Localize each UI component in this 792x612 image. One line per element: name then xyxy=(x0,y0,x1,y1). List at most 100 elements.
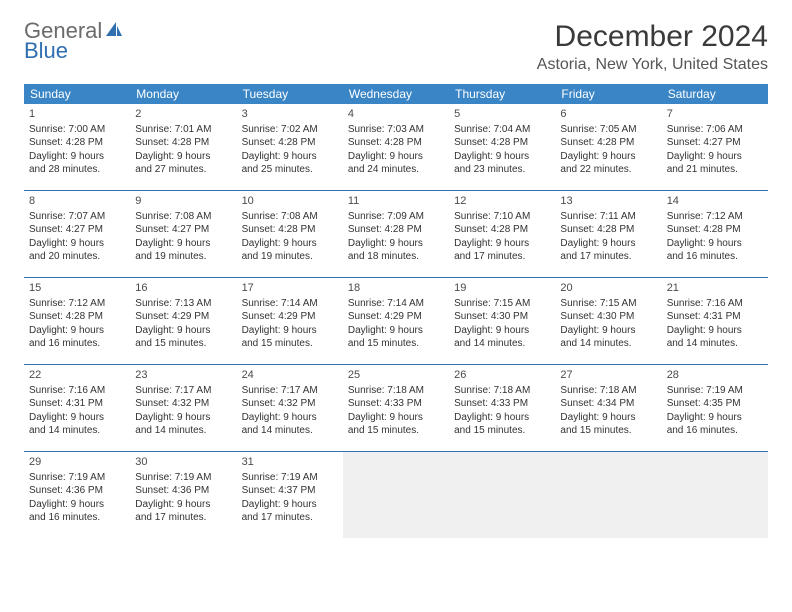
daylight-line: Daylight: 9 hours xyxy=(348,237,444,251)
daylight-line: Daylight: 9 hours xyxy=(242,498,338,512)
sunset-line: Sunset: 4:35 PM xyxy=(667,397,763,411)
daylight-line: Daylight: 9 hours xyxy=(135,150,231,164)
sunset-line: Sunset: 4:33 PM xyxy=(454,397,550,411)
sunset-line: Sunset: 4:28 PM xyxy=(560,136,656,150)
sunrise-line: Sunrise: 7:17 AM xyxy=(135,384,231,398)
day-number: 26 xyxy=(454,368,550,383)
logo-sail-icon xyxy=(104,20,124,42)
day-cell: 29Sunrise: 7:19 AMSunset: 4:36 PMDayligh… xyxy=(24,452,130,538)
daylight-line: Daylight: 9 hours xyxy=(29,498,125,512)
sunrise-line: Sunrise: 7:00 AM xyxy=(29,123,125,137)
daylight-line: Daylight: 9 hours xyxy=(454,324,550,338)
sunrise-line: Sunrise: 7:18 AM xyxy=(560,384,656,398)
day-number: 12 xyxy=(454,194,550,209)
week-row: 1Sunrise: 7:00 AMSunset: 4:28 PMDaylight… xyxy=(24,104,768,190)
sunrise-line: Sunrise: 7:14 AM xyxy=(242,297,338,311)
daylight-line: and 14 minutes. xyxy=(29,424,125,438)
day-cell: 8Sunrise: 7:07 AMSunset: 4:27 PMDaylight… xyxy=(24,191,130,277)
week-row: 29Sunrise: 7:19 AMSunset: 4:36 PMDayligh… xyxy=(24,451,768,538)
day-cell: 30Sunrise: 7:19 AMSunset: 4:36 PMDayligh… xyxy=(130,452,236,538)
daylight-line: and 15 minutes. xyxy=(454,424,550,438)
sunset-line: Sunset: 4:28 PM xyxy=(454,223,550,237)
day-cell: 24Sunrise: 7:17 AMSunset: 4:32 PMDayligh… xyxy=(237,365,343,451)
sunset-line: Sunset: 4:33 PM xyxy=(348,397,444,411)
sunset-line: Sunset: 4:27 PM xyxy=(667,136,763,150)
day-cell: 2Sunrise: 7:01 AMSunset: 4:28 PMDaylight… xyxy=(130,104,236,190)
daylight-line: and 16 minutes. xyxy=(29,337,125,351)
day-cell: 10Sunrise: 7:08 AMSunset: 4:28 PMDayligh… xyxy=(237,191,343,277)
day-header: Friday xyxy=(555,84,661,104)
daylight-line: Daylight: 9 hours xyxy=(348,324,444,338)
day-cell: 17Sunrise: 7:14 AMSunset: 4:29 PMDayligh… xyxy=(237,278,343,364)
daylight-line: Daylight: 9 hours xyxy=(242,324,338,338)
page-header: General Blue December 2024 Astoria, New … xyxy=(24,20,768,74)
daylight-line: and 16 minutes. xyxy=(667,424,763,438)
sunset-line: Sunset: 4:31 PM xyxy=(667,310,763,324)
sunset-line: Sunset: 4:36 PM xyxy=(135,484,231,498)
sunset-line: Sunset: 4:28 PM xyxy=(242,223,338,237)
daylight-line: Daylight: 9 hours xyxy=(135,411,231,425)
daylight-line: and 19 minutes. xyxy=(135,250,231,264)
daylight-line: and 27 minutes. xyxy=(135,163,231,177)
daylight-line: Daylight: 9 hours xyxy=(242,237,338,251)
day-cell: 26Sunrise: 7:18 AMSunset: 4:33 PMDayligh… xyxy=(449,365,555,451)
title-block: December 2024 Astoria, New York, United … xyxy=(537,20,768,74)
daylight-line: and 24 minutes. xyxy=(348,163,444,177)
day-number: 19 xyxy=(454,281,550,296)
empty-cell xyxy=(343,452,449,538)
sunrise-line: Sunrise: 7:13 AM xyxy=(135,297,231,311)
day-number: 28 xyxy=(667,368,763,383)
sunrise-line: Sunrise: 7:02 AM xyxy=(242,123,338,137)
day-number: 14 xyxy=(667,194,763,209)
day-cell: 16Sunrise: 7:13 AMSunset: 4:29 PMDayligh… xyxy=(130,278,236,364)
calendar-page: General Blue December 2024 Astoria, New … xyxy=(0,0,792,558)
sunset-line: Sunset: 4:30 PM xyxy=(560,310,656,324)
day-cell: 23Sunrise: 7:17 AMSunset: 4:32 PMDayligh… xyxy=(130,365,236,451)
sunrise-line: Sunrise: 7:04 AM xyxy=(454,123,550,137)
daylight-line: Daylight: 9 hours xyxy=(560,150,656,164)
day-header: Sunday xyxy=(24,84,130,104)
day-cell: 20Sunrise: 7:15 AMSunset: 4:30 PMDayligh… xyxy=(555,278,661,364)
day-number: 2 xyxy=(135,107,231,122)
week-row: 15Sunrise: 7:12 AMSunset: 4:28 PMDayligh… xyxy=(24,277,768,364)
day-cell: 6Sunrise: 7:05 AMSunset: 4:28 PMDaylight… xyxy=(555,104,661,190)
daylight-line: and 16 minutes. xyxy=(667,250,763,264)
sunset-line: Sunset: 4:28 PM xyxy=(29,136,125,150)
daylight-line: Daylight: 9 hours xyxy=(667,324,763,338)
daylight-line: and 28 minutes. xyxy=(29,163,125,177)
sunset-line: Sunset: 4:37 PM xyxy=(242,484,338,498)
daylight-line: Daylight: 9 hours xyxy=(560,237,656,251)
day-number: 13 xyxy=(560,194,656,209)
day-cell: 18Sunrise: 7:14 AMSunset: 4:29 PMDayligh… xyxy=(343,278,449,364)
daylight-line: and 21 minutes. xyxy=(667,163,763,177)
daylight-line: Daylight: 9 hours xyxy=(667,411,763,425)
daylight-line: and 18 minutes. xyxy=(348,250,444,264)
daylight-line: Daylight: 9 hours xyxy=(454,411,550,425)
day-header-row: SundayMondayTuesdayWednesdayThursdayFrid… xyxy=(24,84,768,104)
daylight-line: and 19 minutes. xyxy=(242,250,338,264)
day-number: 8 xyxy=(29,194,125,209)
day-cell: 27Sunrise: 7:18 AMSunset: 4:34 PMDayligh… xyxy=(555,365,661,451)
day-header: Tuesday xyxy=(237,84,343,104)
day-cell: 7Sunrise: 7:06 AMSunset: 4:27 PMDaylight… xyxy=(662,104,768,190)
day-number: 21 xyxy=(667,281,763,296)
day-number: 18 xyxy=(348,281,444,296)
day-number: 15 xyxy=(29,281,125,296)
daylight-line: Daylight: 9 hours xyxy=(29,237,125,251)
daylight-line: Daylight: 9 hours xyxy=(454,237,550,251)
day-number: 30 xyxy=(135,455,231,470)
location-text: Astoria, New York, United States xyxy=(537,56,768,74)
day-cell: 22Sunrise: 7:16 AMSunset: 4:31 PMDayligh… xyxy=(24,365,130,451)
sunrise-line: Sunrise: 7:11 AM xyxy=(560,210,656,224)
sunset-line: Sunset: 4:29 PM xyxy=(242,310,338,324)
weeks-container: 1Sunrise: 7:00 AMSunset: 4:28 PMDaylight… xyxy=(24,104,768,538)
sunset-line: Sunset: 4:28 PM xyxy=(242,136,338,150)
sunrise-line: Sunrise: 7:15 AM xyxy=(454,297,550,311)
daylight-line: Daylight: 9 hours xyxy=(135,498,231,512)
daylight-line: Daylight: 9 hours xyxy=(29,150,125,164)
week-row: 22Sunrise: 7:16 AMSunset: 4:31 PMDayligh… xyxy=(24,364,768,451)
daylight-line: Daylight: 9 hours xyxy=(667,237,763,251)
daylight-line: and 14 minutes. xyxy=(560,337,656,351)
daylight-line: and 17 minutes. xyxy=(135,511,231,525)
sunrise-line: Sunrise: 7:19 AM xyxy=(242,471,338,485)
